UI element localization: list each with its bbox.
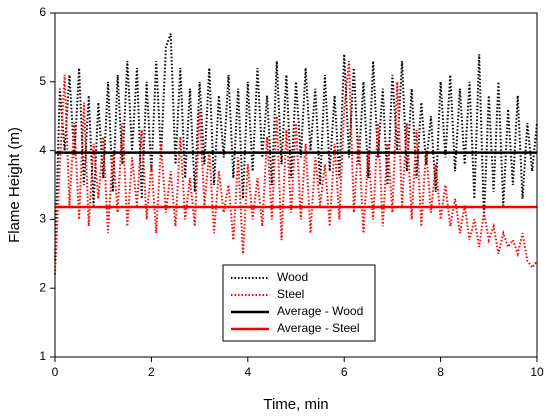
x-axis-label: Time, min	[263, 396, 328, 413]
x-tick-label: 2	[148, 365, 155, 379]
plot-frame	[54, 12, 538, 358]
y-tick-label: 3	[39, 212, 46, 226]
x-tick-label: 10	[530, 365, 544, 379]
legend-label: Steel	[277, 287, 304, 301]
x-tick-label: 8	[437, 365, 444, 379]
y-tick-label: 6	[39, 5, 46, 19]
series-line	[54, 33, 538, 261]
y-axis-label: Flame Height (m)	[6, 127, 23, 243]
y-tick-label: 2	[39, 280, 46, 294]
legend-label: Average - Wood	[277, 304, 363, 318]
x-tick-label: 4	[244, 365, 251, 379]
x-tick-label: 6	[341, 365, 348, 379]
y-tick-label: 4	[39, 143, 46, 157]
y-tick-label: 5	[39, 74, 46, 88]
x-tick-label: 0	[52, 365, 59, 379]
legend-label: Average - Steel	[277, 321, 360, 335]
y-tick-label: 1	[39, 349, 46, 363]
legend-label: Wood	[277, 270, 308, 284]
